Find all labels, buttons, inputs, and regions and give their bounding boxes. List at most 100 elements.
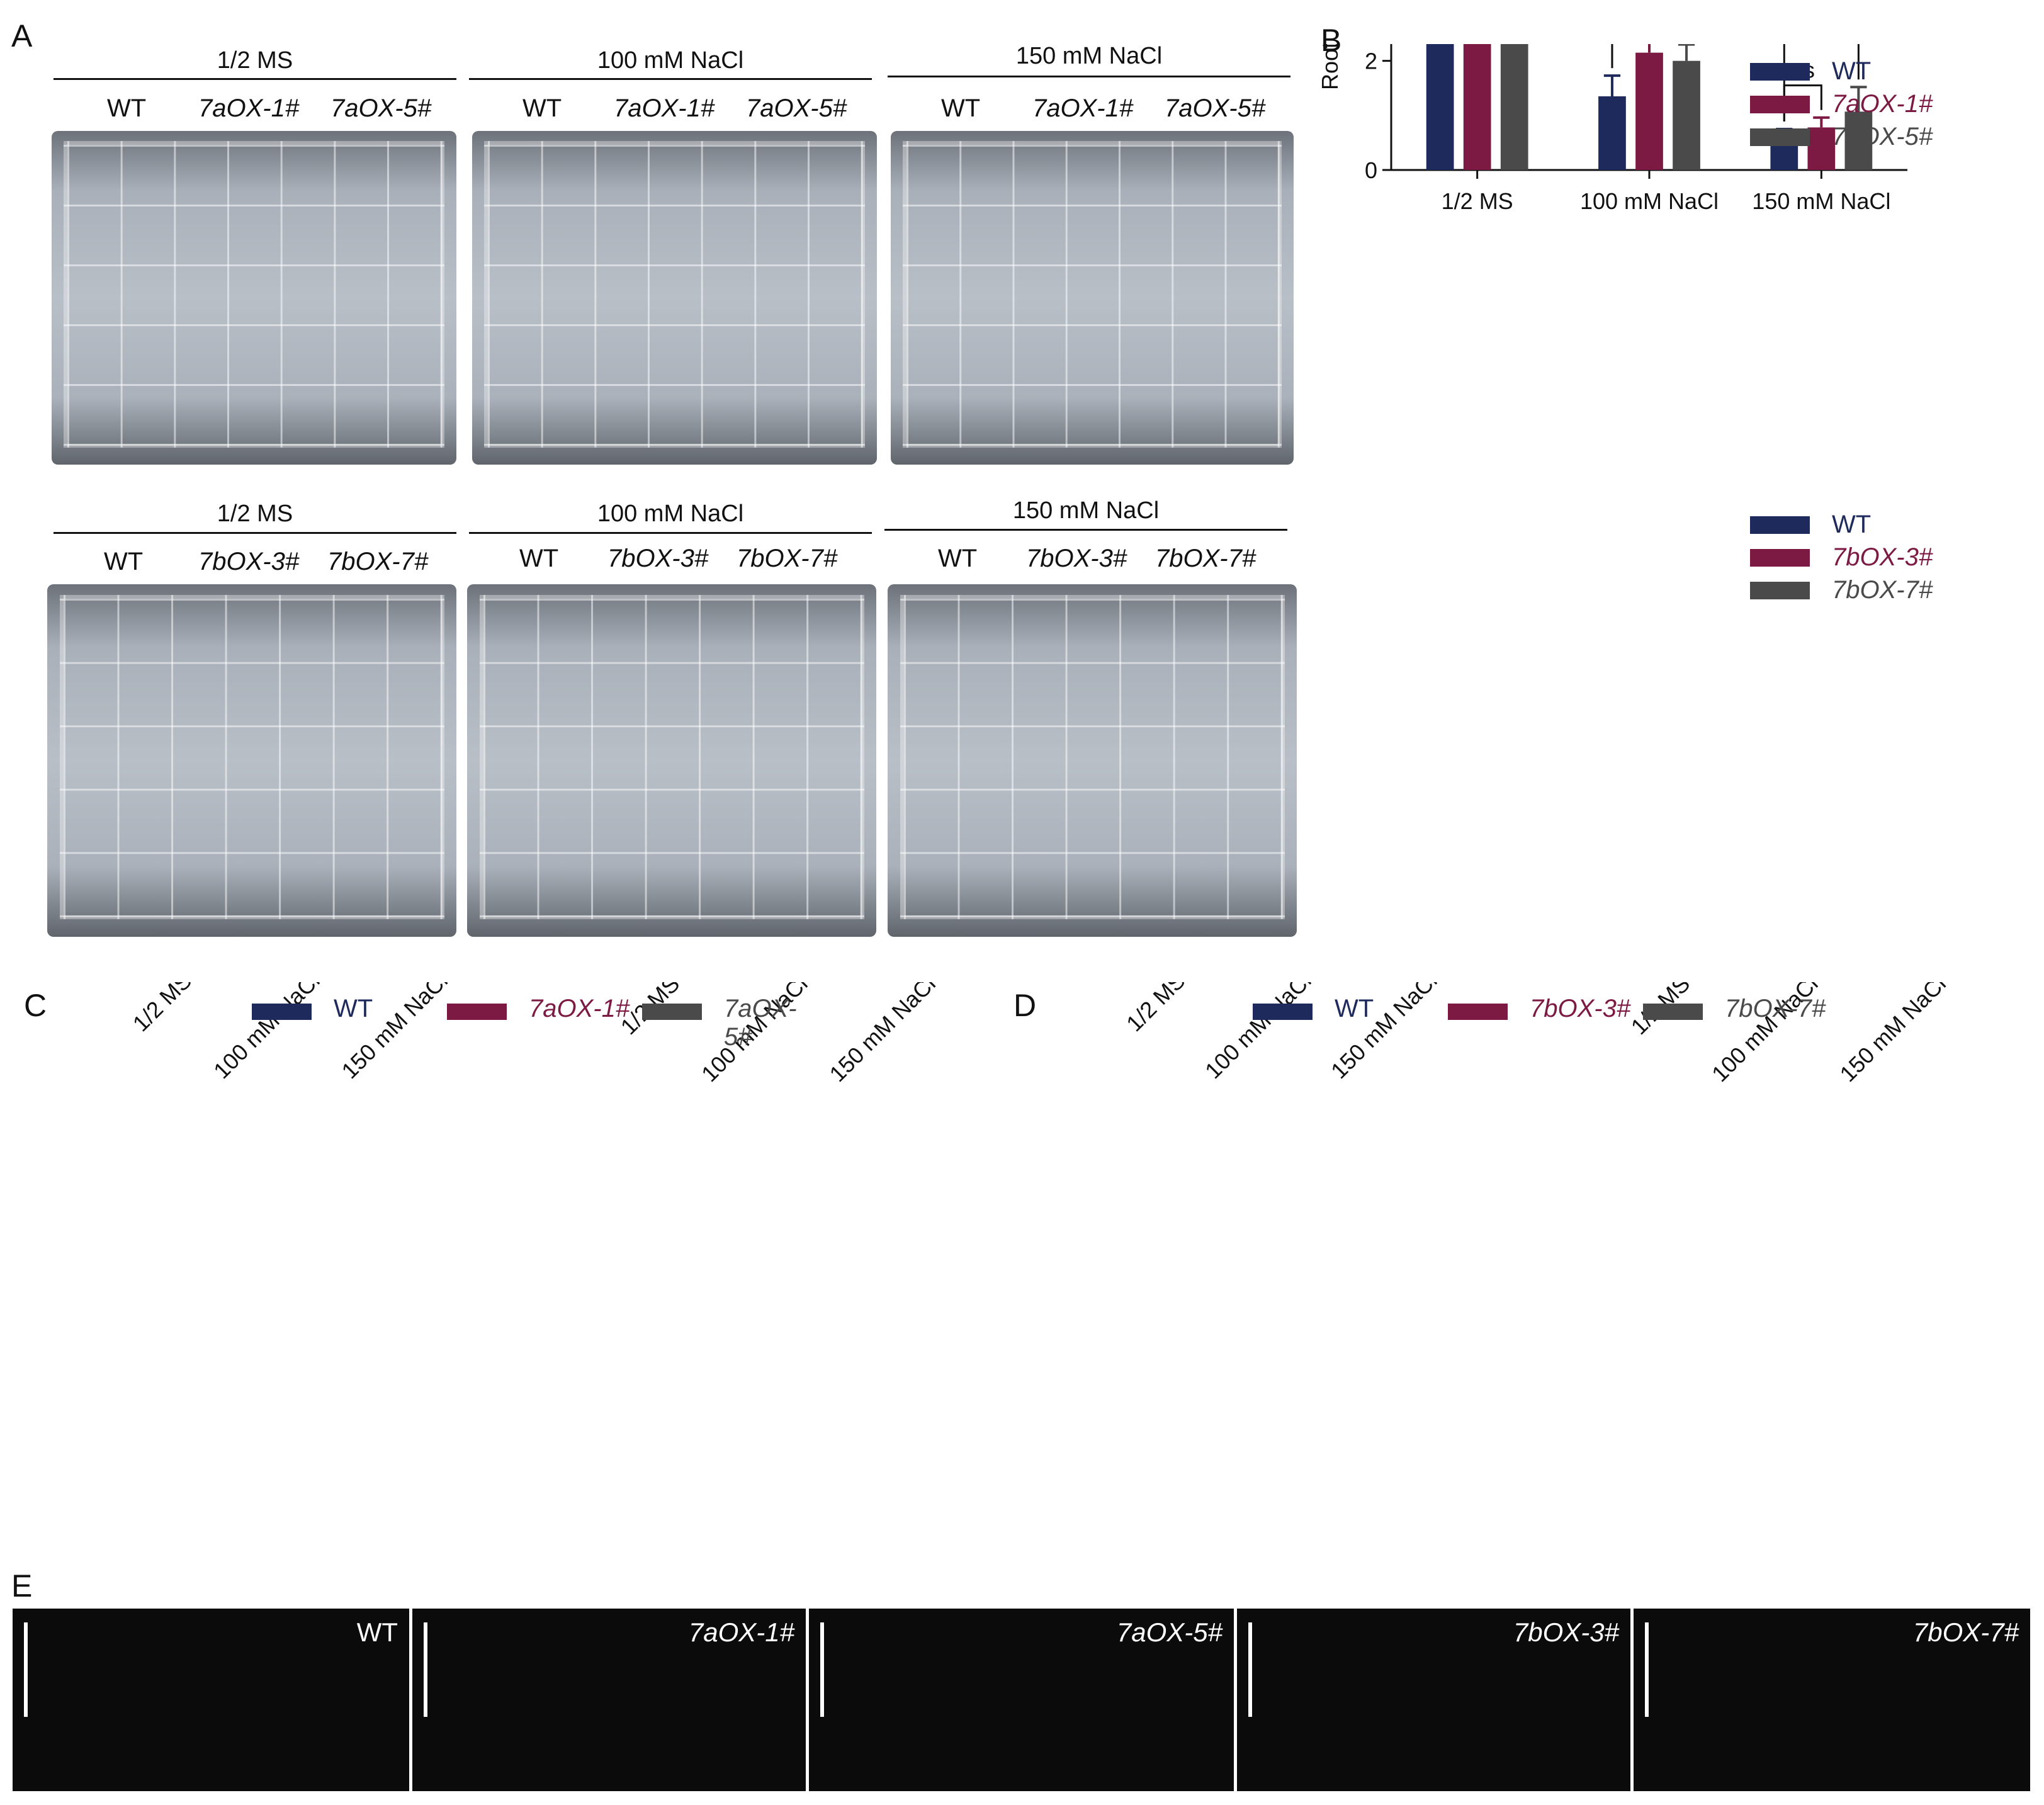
photo-label: 7bOX-3# — [1513, 1617, 1619, 1647]
condition-title: 100 mM NaCl — [597, 501, 744, 527]
legend-label: 7bOX-7# — [1725, 995, 1826, 1022]
panel-label-c: C — [24, 988, 47, 1023]
genotype-label: WT — [107, 94, 147, 122]
genotype-label: 7aOX-1# — [614, 94, 715, 122]
plate-photo — [52, 131, 456, 465]
legend-swatch — [1253, 1004, 1313, 1020]
condition-underline — [54, 78, 456, 80]
bar — [1635, 52, 1663, 171]
legend-d: WT 7bOX-3# 7bOX-7# — [1253, 995, 1882, 1033]
x-tick-label: 100 mM NaCl — [1580, 188, 1719, 214]
condition-underline — [884, 529, 1287, 531]
legend-swatch — [1750, 516, 1810, 534]
legend-label: WT — [1832, 57, 1871, 85]
genotype-label: 7aOX-5# — [330, 94, 432, 122]
legend-swatch — [447, 1004, 507, 1020]
panel-label-b: B — [1321, 23, 1342, 58]
legend-label: 7aOX-1# — [529, 995, 630, 1022]
scale-bar — [820, 1622, 824, 1717]
genotype-label: 7bOX-7# — [327, 548, 429, 575]
genotype-label: 7bOX-7# — [737, 545, 838, 572]
plate-photo — [888, 584, 1297, 937]
panel-label-d: D — [1014, 988, 1037, 1023]
plant-photo-7box3: 7bOX-3# — [1237, 1609, 1630, 1791]
genotype-label: 7bOX-3# — [607, 545, 709, 572]
plate-photo — [467, 584, 876, 937]
bar — [1426, 44, 1454, 170]
y-tick-label: 0 — [1365, 157, 1377, 183]
genotype-label: 7bOX-7# — [1155, 545, 1256, 572]
plant-photo-7box7: 7bOX-7# — [1634, 1609, 2030, 1791]
condition-underline — [469, 532, 872, 534]
legend-swatch — [1750, 128, 1810, 146]
legend-c: WT 7aOX-1# 7aOX-5# — [252, 995, 818, 1051]
condition-underline — [469, 78, 872, 80]
condition-underline — [54, 532, 456, 534]
genotype-label: WT — [941, 94, 981, 122]
panel-label-e: E — [11, 1568, 33, 1604]
bar — [1598, 96, 1626, 170]
genotype-label: 7bOX-3# — [198, 548, 300, 575]
x-tick-label: 1/2 MS — [128, 982, 197, 1036]
x-tick-label: 150 mM NaCl — [824, 982, 940, 1087]
plate-photo — [47, 584, 456, 937]
scale-bar — [24, 1622, 28, 1717]
bar — [1844, 111, 1873, 170]
genotype-label: 7aOX-1# — [1032, 94, 1134, 122]
legend-label: 7aOX-5# — [1832, 123, 1933, 150]
scale-bar — [424, 1622, 427, 1717]
plant-photo-7aox5: 7aOX-5# — [809, 1609, 1234, 1791]
y-tick-label: 2 — [1365, 48, 1377, 74]
scale-bar — [1248, 1622, 1252, 1717]
genotype-label: WT — [104, 548, 144, 575]
photo-label: WT — [356, 1617, 398, 1647]
genotype-label: WT — [938, 545, 978, 572]
legend-swatch — [1750, 63, 1810, 81]
legend-swatch — [1643, 1004, 1703, 1020]
legend-swatch — [252, 1004, 312, 1020]
plant-photo-wt: WT — [13, 1609, 409, 1791]
legend-swatch — [1750, 549, 1810, 567]
genotype-label: 7aOX-1# — [198, 94, 300, 122]
bar — [1463, 44, 1491, 170]
y-axis-label: Root length (cm) — [1317, 44, 1343, 90]
legend-label: 7bOX-7# — [1832, 576, 1933, 604]
x-tick-label: 1/2 MS — [1442, 188, 1513, 214]
legend-label: 7bOX-3# — [1832, 543, 1933, 571]
legend-swatch — [642, 1004, 702, 1020]
bar — [1673, 60, 1700, 171]
genotype-label: 7bOX-3# — [1026, 545, 1127, 572]
legend-swatch — [1750, 582, 1810, 599]
condition-title: 150 mM NaCl — [1015, 43, 1163, 69]
legend-label: WT — [334, 995, 373, 1022]
plate-photo — [891, 131, 1294, 465]
bar — [1807, 127, 1836, 170]
legend-label: 7bOX-3# — [1530, 995, 1631, 1022]
condition-title: 1/2 MS — [217, 47, 293, 74]
legend-swatch — [1448, 1004, 1508, 1020]
genotype-label: 7aOX-5# — [1165, 94, 1266, 122]
legend-label: 7aOX-5# — [724, 995, 797, 1051]
genotype-label: WT — [519, 545, 559, 572]
plant-photo-7aox1: 7aOX-1# — [412, 1609, 806, 1791]
legend-swatch — [1750, 96, 1810, 113]
genotype-label: WT — [522, 94, 562, 122]
scale-bar — [1645, 1622, 1649, 1717]
x-tick-label: 1/2 MS — [1121, 982, 1190, 1036]
condition-title: 1/2 MS — [217, 501, 293, 527]
photo-label: 7bOX-7# — [1912, 1617, 2019, 1647]
photo-label: 7aOX-1# — [688, 1617, 794, 1647]
legend-label: 7aOX-1# — [1832, 90, 1933, 118]
legend-label: WT — [1832, 511, 1871, 538]
panel-label-a: A — [11, 18, 33, 54]
condition-underline — [888, 76, 1290, 77]
condition-title: 150 mM NaCl — [1012, 497, 1160, 524]
legend-label: WT — [1335, 995, 1374, 1022]
genotype-label: 7aOX-5# — [746, 94, 847, 122]
